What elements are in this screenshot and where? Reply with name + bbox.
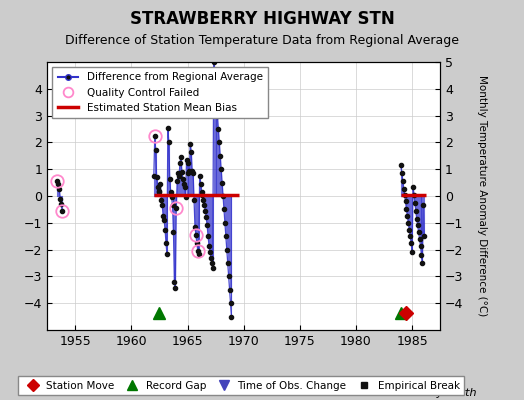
Text: Berkeley Earth: Berkeley Earth bbox=[395, 388, 477, 398]
Text: STRAWBERRY HIGHWAY STN: STRAWBERRY HIGHWAY STN bbox=[129, 10, 395, 28]
Legend: Difference from Regional Average, Quality Control Failed, Estimated Station Mean: Difference from Regional Average, Qualit… bbox=[52, 67, 268, 118]
Legend: Station Move, Record Gap, Time of Obs. Change, Empirical Break: Station Move, Record Gap, Time of Obs. C… bbox=[18, 376, 464, 395]
Text: Difference of Station Temperature Data from Regional Average: Difference of Station Temperature Data f… bbox=[65, 34, 459, 47]
Y-axis label: Monthly Temperature Anomaly Difference (°C): Monthly Temperature Anomaly Difference (… bbox=[477, 75, 487, 317]
